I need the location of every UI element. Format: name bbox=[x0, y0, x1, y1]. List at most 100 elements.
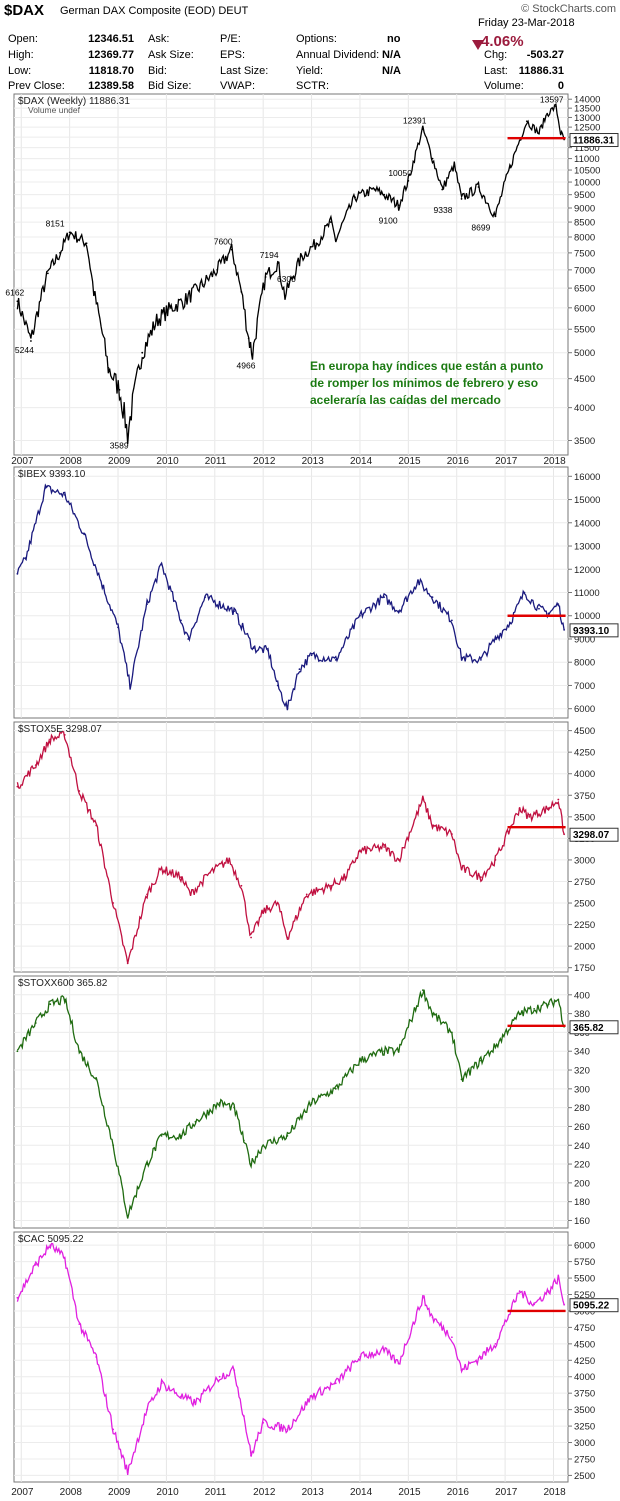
x-year-label: 2012 bbox=[253, 1487, 276, 1498]
data-point bbox=[431, 157, 434, 160]
y-tick-label: 4500 bbox=[574, 1339, 595, 1350]
x-year-label: 2007 bbox=[11, 1487, 34, 1498]
y-tick-label: 260 bbox=[574, 1122, 590, 1133]
data-point bbox=[559, 132, 562, 135]
data-point bbox=[563, 1303, 566, 1306]
y-tick-label: 3500 bbox=[574, 436, 595, 447]
volume-label: Volume: bbox=[484, 80, 524, 92]
data-point bbox=[251, 353, 254, 356]
panel-frame bbox=[13, 721, 569, 973]
y-tick-label: 5500 bbox=[574, 1274, 595, 1285]
data-point bbox=[189, 893, 192, 896]
x-year-label: 2010 bbox=[156, 456, 179, 467]
x-year-label: 2016 bbox=[447, 456, 470, 467]
data-point bbox=[180, 876, 182, 879]
data-point bbox=[557, 1277, 560, 1279]
data-point bbox=[262, 910, 265, 913]
chg-label: Chg: bbox=[484, 49, 508, 61]
data-point bbox=[334, 1087, 337, 1090]
point-annotation: 3589 bbox=[110, 440, 129, 450]
y-tick-label: 11500 bbox=[574, 143, 600, 154]
data-point bbox=[112, 902, 115, 904]
point-annotation: 13597 bbox=[540, 94, 564, 104]
point-annotation: 5244 bbox=[15, 345, 34, 355]
last-value-label: 9393.10 bbox=[573, 626, 610, 637]
data-point bbox=[330, 221, 332, 223]
data-point bbox=[528, 815, 531, 818]
data-point bbox=[230, 248, 233, 251]
y-tick-label: 9000 bbox=[574, 203, 595, 214]
y-tick-label: 7000 bbox=[574, 681, 595, 692]
price-series-line bbox=[16, 989, 565, 1219]
data-point bbox=[276, 684, 279, 687]
data-point bbox=[547, 612, 550, 615]
y-tick-label: 3500 bbox=[574, 812, 595, 823]
data-point bbox=[112, 1144, 115, 1147]
down-arrow-icon bbox=[472, 40, 484, 50]
data-point bbox=[555, 105, 557, 108]
data-point bbox=[49, 738, 52, 741]
data-point bbox=[30, 340, 32, 342]
data-point bbox=[431, 596, 434, 599]
point-annotation: 6162 bbox=[5, 287, 24, 297]
data-point bbox=[286, 936, 289, 939]
prev-close-label: Prev Close: bbox=[8, 80, 65, 92]
x-year-label: 2012 bbox=[253, 456, 276, 467]
y-tick-label: 380 bbox=[574, 1009, 590, 1020]
data-point bbox=[68, 231, 71, 234]
data-point bbox=[63, 493, 66, 496]
data-point bbox=[509, 621, 511, 624]
y-tick-label: 6000 bbox=[574, 1241, 595, 1252]
data-point bbox=[547, 1003, 550, 1006]
y-tick-label: 10500 bbox=[574, 166, 600, 177]
y-tick-label: 4000 bbox=[574, 769, 595, 780]
y-tick-label: 3750 bbox=[574, 791, 595, 802]
y-tick-label: 2500 bbox=[574, 899, 595, 910]
y-tick-label: 4250 bbox=[574, 748, 595, 759]
data-point bbox=[563, 628, 566, 631]
x-year-label: 2011 bbox=[205, 1487, 227, 1498]
data-point bbox=[267, 649, 269, 652]
data-point bbox=[146, 1408, 148, 1411]
data-point bbox=[305, 893, 308, 896]
panel-title: $STOX5E 3298.07 bbox=[18, 724, 102, 735]
low-label: Low: bbox=[8, 65, 32, 77]
y-tick-label: 300 bbox=[574, 1084, 590, 1095]
data-point bbox=[146, 603, 148, 606]
data-point bbox=[546, 112, 549, 115]
last-value-label: 11886.31 bbox=[573, 136, 615, 147]
data-point bbox=[34, 1263, 37, 1266]
x-year-label: 2008 bbox=[60, 1487, 83, 1498]
y-tick-label: 11000 bbox=[574, 588, 600, 599]
data-point bbox=[49, 1003, 52, 1006]
data-point bbox=[92, 291, 95, 293]
point-annotation: 7600 bbox=[214, 237, 233, 247]
last-value-box bbox=[569, 623, 619, 638]
data-point bbox=[160, 563, 163, 566]
data-point bbox=[480, 658, 482, 661]
data-point bbox=[129, 684, 132, 687]
data-point bbox=[547, 807, 550, 810]
data-point bbox=[194, 1120, 197, 1123]
data-point bbox=[563, 833, 566, 836]
y-tick-label: 5250 bbox=[574, 1290, 595, 1301]
data-point bbox=[146, 1163, 148, 1165]
data-point bbox=[431, 1012, 434, 1015]
data-point bbox=[240, 291, 243, 293]
data-point bbox=[262, 1144, 265, 1147]
x-year-label: 2015 bbox=[398, 456, 421, 467]
data-point bbox=[240, 884, 243, 887]
last-value-label: 365.82 bbox=[573, 1023, 604, 1034]
data-point bbox=[83, 533, 86, 536]
brand-logo: © StockCharts.com bbox=[521, 3, 616, 15]
x-year-label: 2017 bbox=[495, 456, 518, 467]
quote-date: Friday 23-Mar-2018 bbox=[478, 17, 575, 29]
data-point bbox=[533, 1008, 536, 1010]
y-tick-label: 3500 bbox=[574, 1405, 595, 1416]
data-point bbox=[557, 603, 560, 606]
symbol-description: German DAX Composite (EOD) DEUT bbox=[60, 5, 248, 17]
data-point bbox=[218, 1102, 221, 1104]
x-year-label: 2009 bbox=[108, 456, 131, 467]
y-tick-label: 2750 bbox=[574, 877, 595, 888]
data-point bbox=[117, 626, 119, 629]
